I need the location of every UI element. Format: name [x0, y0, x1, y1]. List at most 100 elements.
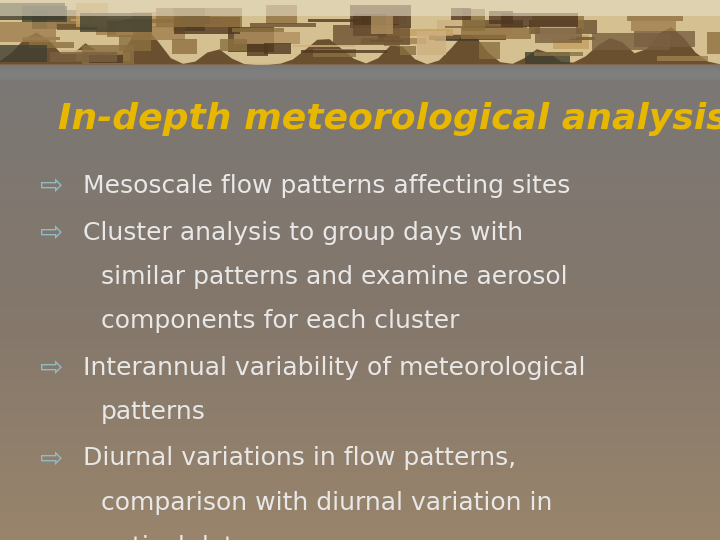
FancyBboxPatch shape — [0, 3, 66, 20]
FancyBboxPatch shape — [47, 10, 91, 29]
FancyBboxPatch shape — [264, 43, 292, 54]
FancyBboxPatch shape — [707, 32, 720, 54]
FancyBboxPatch shape — [132, 26, 185, 40]
FancyBboxPatch shape — [76, 3, 108, 28]
Text: Cluster analysis to group days with: Cluster analysis to group days with — [83, 221, 523, 245]
FancyBboxPatch shape — [173, 9, 205, 31]
FancyBboxPatch shape — [462, 9, 485, 31]
FancyBboxPatch shape — [634, 31, 695, 48]
FancyBboxPatch shape — [71, 18, 123, 21]
FancyBboxPatch shape — [82, 18, 162, 25]
FancyBboxPatch shape — [0, 66, 720, 72]
FancyBboxPatch shape — [535, 28, 582, 43]
FancyBboxPatch shape — [0, 70, 720, 76]
FancyBboxPatch shape — [250, 23, 316, 26]
FancyBboxPatch shape — [387, 29, 453, 36]
Text: optical data.: optical data. — [101, 535, 257, 540]
FancyBboxPatch shape — [361, 14, 399, 25]
FancyBboxPatch shape — [0, 73, 720, 79]
FancyBboxPatch shape — [526, 52, 570, 64]
FancyBboxPatch shape — [361, 38, 426, 44]
FancyBboxPatch shape — [435, 39, 479, 41]
FancyBboxPatch shape — [293, 45, 355, 47]
Text: ⇨: ⇨ — [40, 219, 63, 247]
FancyBboxPatch shape — [501, 12, 578, 26]
FancyBboxPatch shape — [532, 16, 584, 29]
FancyBboxPatch shape — [58, 24, 97, 30]
FancyBboxPatch shape — [107, 20, 152, 37]
FancyBboxPatch shape — [0, 72, 720, 78]
Text: components for each cluster: components for each cluster — [101, 309, 459, 333]
FancyBboxPatch shape — [132, 12, 175, 28]
FancyBboxPatch shape — [0, 22, 56, 42]
FancyBboxPatch shape — [174, 17, 240, 35]
FancyBboxPatch shape — [181, 16, 210, 24]
FancyBboxPatch shape — [112, 19, 186, 23]
Polygon shape — [0, 27, 720, 65]
FancyBboxPatch shape — [89, 55, 122, 63]
Text: similar patterns and examine aerosol: similar patterns and examine aerosol — [101, 265, 567, 289]
FancyBboxPatch shape — [383, 9, 407, 24]
FancyBboxPatch shape — [451, 8, 471, 19]
Text: In-depth meteorological analysis: In-depth meteorological analysis — [58, 102, 720, 136]
FancyBboxPatch shape — [479, 42, 500, 59]
FancyBboxPatch shape — [0, 0, 720, 16]
FancyBboxPatch shape — [529, 20, 597, 33]
FancyBboxPatch shape — [378, 34, 397, 42]
FancyBboxPatch shape — [0, 0, 720, 65]
FancyBboxPatch shape — [50, 52, 117, 63]
FancyBboxPatch shape — [351, 5, 410, 28]
FancyBboxPatch shape — [657, 56, 708, 60]
FancyBboxPatch shape — [0, 65, 720, 71]
Text: ⇨: ⇨ — [40, 444, 63, 472]
FancyBboxPatch shape — [437, 20, 512, 35]
FancyBboxPatch shape — [192, 11, 222, 24]
FancyBboxPatch shape — [29, 43, 73, 49]
FancyBboxPatch shape — [307, 19, 375, 22]
FancyBboxPatch shape — [0, 64, 720, 71]
FancyBboxPatch shape — [96, 25, 116, 35]
Text: Interannual variability of meteorological: Interannual variability of meteorologica… — [83, 356, 585, 380]
Text: ⇨: ⇨ — [40, 354, 63, 382]
FancyBboxPatch shape — [333, 25, 410, 45]
FancyBboxPatch shape — [0, 45, 47, 62]
FancyBboxPatch shape — [120, 35, 151, 51]
FancyBboxPatch shape — [61, 50, 123, 55]
Text: Mesoscale flow patterns affecting sites: Mesoscale flow patterns affecting sites — [83, 174, 570, 198]
FancyBboxPatch shape — [0, 66, 720, 73]
FancyBboxPatch shape — [0, 70, 720, 77]
FancyBboxPatch shape — [371, 16, 393, 34]
FancyBboxPatch shape — [233, 32, 300, 44]
FancyBboxPatch shape — [0, 71, 720, 78]
FancyBboxPatch shape — [156, 8, 242, 26]
FancyBboxPatch shape — [0, 68, 720, 74]
Text: ⇨: ⇨ — [40, 172, 63, 200]
FancyBboxPatch shape — [0, 73, 720, 80]
FancyBboxPatch shape — [627, 16, 683, 21]
FancyBboxPatch shape — [569, 37, 595, 40]
FancyBboxPatch shape — [300, 50, 387, 53]
FancyBboxPatch shape — [220, 39, 247, 51]
FancyBboxPatch shape — [232, 28, 284, 32]
FancyBboxPatch shape — [81, 45, 134, 64]
FancyBboxPatch shape — [417, 31, 446, 55]
Text: patterns: patterns — [101, 400, 206, 424]
FancyBboxPatch shape — [534, 52, 582, 56]
FancyBboxPatch shape — [22, 6, 66, 22]
FancyBboxPatch shape — [79, 13, 152, 31]
FancyBboxPatch shape — [32, 10, 78, 29]
FancyBboxPatch shape — [246, 43, 268, 56]
Text: comparison with diurnal variation in: comparison with diurnal variation in — [101, 491, 552, 515]
FancyBboxPatch shape — [76, 52, 130, 61]
FancyBboxPatch shape — [462, 28, 531, 39]
FancyBboxPatch shape — [228, 28, 274, 52]
FancyBboxPatch shape — [172, 39, 197, 54]
FancyBboxPatch shape — [266, 5, 297, 24]
FancyBboxPatch shape — [384, 28, 400, 46]
FancyBboxPatch shape — [22, 37, 60, 39]
FancyBboxPatch shape — [445, 26, 527, 29]
FancyBboxPatch shape — [631, 16, 676, 31]
FancyBboxPatch shape — [592, 33, 670, 50]
FancyBboxPatch shape — [312, 49, 356, 57]
Text: Diurnal variations in flow patterns,: Diurnal variations in flow patterns, — [83, 447, 516, 470]
